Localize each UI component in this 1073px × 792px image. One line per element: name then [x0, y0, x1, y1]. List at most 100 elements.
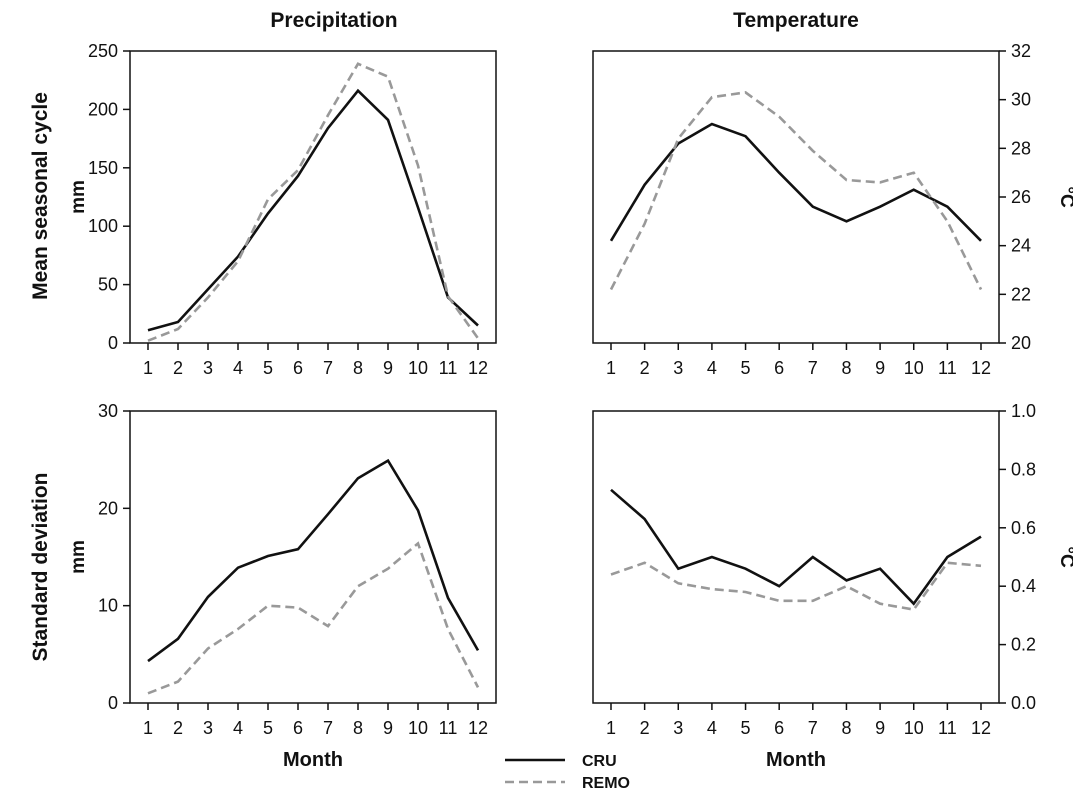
series-line-remo	[147, 62, 480, 342]
x-tick-label: 11	[938, 358, 957, 378]
x-tick-label: 9	[875, 358, 885, 378]
x-tick-label: 1	[606, 358, 616, 378]
x-tick-label: 1	[143, 718, 153, 738]
y-tick-label: 100	[88, 216, 118, 236]
y-tick-label: 0	[108, 693, 118, 713]
x-tick-label: 9	[875, 718, 885, 738]
y-tick-label: 28	[1011, 138, 1031, 158]
x-tick-label: 10	[904, 718, 924, 738]
y-tick-label: 20	[1011, 333, 1031, 353]
y-axis-unit: mm	[68, 540, 89, 574]
x-tick-label: 10	[904, 358, 924, 378]
x-tick-label: 7	[808, 718, 818, 738]
x-axis-label: Month	[283, 749, 343, 771]
x-tick-label: 10	[408, 358, 428, 378]
row-title-standard-deviation: Standard deviation	[29, 472, 52, 661]
y-tick-label: 1.0	[1011, 401, 1036, 421]
x-tick-label: 3	[203, 718, 213, 738]
x-tick-label: 1	[606, 718, 616, 738]
legend-label-remo: REMO	[582, 775, 630, 792]
series-line-cru	[610, 488, 982, 606]
x-tick-label: 8	[841, 718, 851, 738]
x-tick-label: 8	[353, 718, 363, 738]
x-tick-label: 4	[233, 358, 243, 378]
x-tick-label: 8	[353, 358, 363, 378]
y-tick-label: 0.6	[1011, 518, 1036, 538]
x-tick-label: 7	[323, 718, 333, 738]
column-title-precipitation: Precipitation	[270, 9, 397, 32]
x-tick-label: 1	[143, 358, 153, 378]
series-line-remo	[147, 541, 480, 695]
y-axis-unit: °C	[1056, 186, 1073, 208]
x-tick-label: 11	[439, 358, 458, 378]
series-line-cru	[147, 88, 479, 332]
x-tick-label: 4	[707, 358, 717, 378]
x-tick-label: 3	[673, 718, 683, 738]
y-tick-label: 0.4	[1011, 576, 1036, 596]
y-tick-label: 0.2	[1011, 635, 1036, 655]
y-axis-unit: °C	[1056, 546, 1073, 568]
x-tick-label: 10	[408, 718, 428, 738]
y-tick-label: 50	[98, 275, 118, 295]
y-tick-label: 22	[1011, 284, 1031, 304]
x-tick-label: 5	[741, 718, 751, 738]
x-tick-label: 2	[173, 358, 183, 378]
x-tick-label: 4	[707, 718, 717, 738]
x-tick-label: 11	[938, 718, 957, 738]
series-line-remo	[609, 91, 983, 291]
x-tick-label: 5	[263, 358, 273, 378]
x-tick-label: 11	[439, 718, 458, 738]
y-tick-label: 10	[98, 596, 118, 616]
x-tick-label: 9	[383, 718, 393, 738]
x-tick-label: 5	[741, 358, 751, 378]
x-tick-label: 6	[293, 718, 303, 738]
y-tick-label: 0	[108, 333, 118, 353]
x-tick-label: 9	[383, 358, 393, 378]
y-tick-label: 200	[88, 99, 118, 119]
x-tick-label: 2	[173, 718, 183, 738]
x-tick-label: 7	[808, 358, 818, 378]
legend-label-cru: CRU	[582, 753, 617, 770]
y-tick-label: 32	[1011, 41, 1031, 61]
y-tick-label: 250	[88, 41, 118, 61]
x-tick-label: 5	[263, 718, 273, 738]
x-tick-label: 12	[468, 718, 488, 738]
x-tick-label: 6	[774, 718, 784, 738]
y-tick-label: 30	[1011, 90, 1031, 110]
y-tick-label: 0.0	[1011, 693, 1036, 713]
y-axis-unit: mm	[68, 180, 89, 214]
x-tick-label: 6	[293, 358, 303, 378]
x-tick-label: 12	[971, 358, 991, 378]
y-tick-label: 0.8	[1011, 459, 1036, 479]
x-tick-label: 3	[203, 358, 213, 378]
x-tick-label: 2	[640, 718, 650, 738]
x-tick-label: 12	[468, 358, 488, 378]
y-tick-label: 30	[98, 401, 118, 421]
x-tick-label: 4	[233, 718, 243, 738]
y-tick-label: 26	[1011, 187, 1031, 207]
column-title-temperature: Temperature	[733, 9, 859, 32]
row-title-mean-seasonal-cycle: Mean seasonal cycle	[29, 92, 52, 300]
x-tick-label: 8	[841, 358, 851, 378]
x-tick-label: 2	[640, 358, 650, 378]
series-line-cru	[609, 122, 982, 242]
x-tick-label: 3	[673, 358, 683, 378]
plot-frame	[129, 410, 497, 704]
plot-frame	[592, 410, 1000, 704]
y-tick-label: 24	[1011, 236, 1031, 256]
y-tick-label: 150	[88, 158, 118, 178]
legend: CRU REMO	[505, 753, 630, 792]
series-line-cru	[147, 458, 480, 663]
y-tick-label: 20	[98, 498, 118, 518]
x-tick-label: 12	[971, 718, 991, 738]
x-axis-label: Month	[766, 749, 826, 771]
series-line-remo	[610, 561, 982, 612]
plot-frame	[129, 50, 497, 344]
x-tick-label: 6	[774, 358, 784, 378]
x-tick-label: 7	[323, 358, 333, 378]
